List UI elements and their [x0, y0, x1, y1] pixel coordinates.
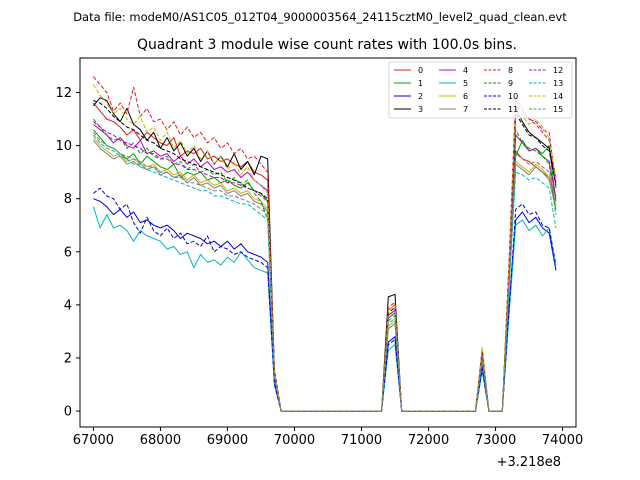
- y-tick-label-0: 0: [64, 405, 72, 420]
- legend-label-14: 14: [553, 92, 563, 101]
- x-tick-label-1: 68000: [140, 433, 181, 448]
- y-tick-label-1: 2: [64, 351, 72, 366]
- figure-suptitle: Data file: modeM0/AS1C05_012T04_90000035…: [73, 10, 567, 24]
- legend-label-5: 5: [463, 79, 468, 88]
- legend-label-13: 13: [553, 79, 563, 88]
- legend-label-0: 0: [418, 66, 423, 75]
- y-tick-label-2: 4: [64, 298, 72, 313]
- y-tick-label-3: 6: [64, 245, 72, 260]
- legend-label-3: 3: [418, 105, 423, 114]
- x-tick-label-2: 69000: [207, 433, 248, 448]
- legend-label-6: 6: [463, 92, 468, 101]
- x-tick-label-0: 67000: [73, 433, 114, 448]
- x-offset-label: +3.218e8: [497, 455, 561, 470]
- legend-label-1: 1: [418, 79, 423, 88]
- legend-label-9: 9: [508, 79, 513, 88]
- x-tick-label-7: 74000: [542, 433, 583, 448]
- legend-label-8: 8: [508, 66, 513, 75]
- chart-title: Quadrant 3 module wise count rates with …: [137, 37, 517, 53]
- y-tick-label-4: 8: [64, 192, 72, 207]
- x-tick-label-3: 70000: [274, 433, 315, 448]
- y-tick-label-5: 10: [55, 139, 72, 154]
- legend-label-15: 15: [553, 105, 563, 114]
- legend-label-11: 11: [508, 105, 518, 114]
- figure: Data file: modeM0/AS1C05_012T04_90000035…: [0, 0, 640, 480]
- legend-label-7: 7: [463, 105, 468, 114]
- x-tick-label-6: 73000: [475, 433, 516, 448]
- legend-label-2: 2: [418, 92, 423, 101]
- x-tick-label-4: 71000: [341, 433, 382, 448]
- legend-label-10: 10: [508, 92, 518, 101]
- legend-label-4: 4: [463, 66, 468, 75]
- x-tick-label-5: 72000: [408, 433, 449, 448]
- legend-label-12: 12: [553, 66, 563, 75]
- y-tick-label-6: 12: [55, 86, 72, 101]
